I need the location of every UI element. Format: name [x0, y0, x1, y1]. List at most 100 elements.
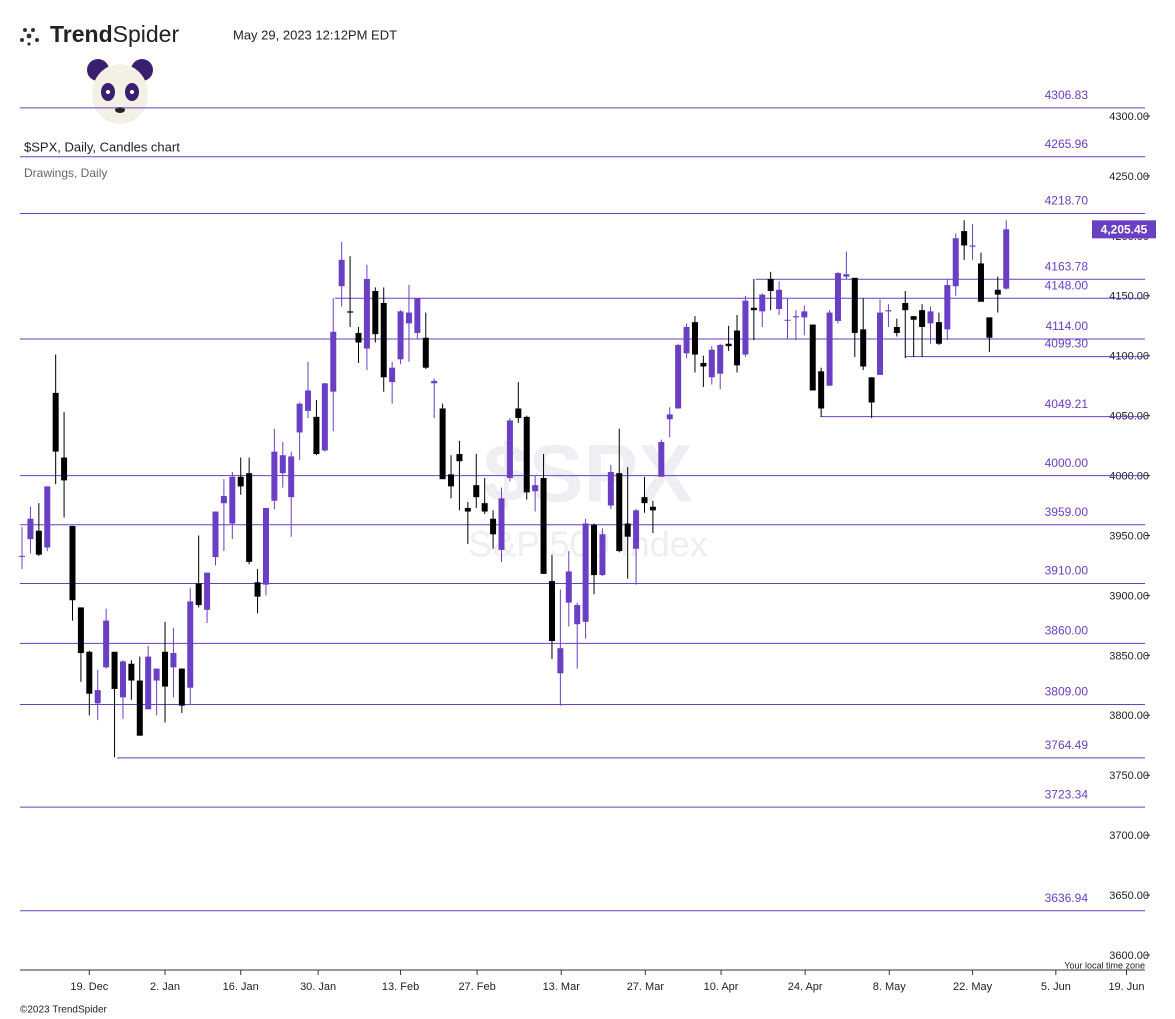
- level-label: 4114.00: [1046, 319, 1089, 333]
- candle-body: [893, 326, 900, 333]
- candle-body: [919, 310, 926, 327]
- candle-body: [187, 601, 194, 688]
- level-label: 3860.00: [1045, 624, 1089, 638]
- x-tick-label: 22. May: [953, 981, 993, 993]
- candle-body: [506, 420, 513, 478]
- candle-body: [456, 454, 463, 462]
- last-price-label: 4,205.45: [1101, 223, 1148, 237]
- candle-body: [321, 383, 328, 451]
- candle-body: [759, 294, 766, 312]
- candle-body: [145, 656, 152, 710]
- y-tick-label: 4250.00: [1109, 171, 1149, 183]
- y-tick-label: 3950.00: [1109, 530, 1149, 542]
- candle-body: [128, 663, 135, 681]
- x-tick-label: 27. Feb: [458, 981, 495, 993]
- candle-body: [27, 518, 34, 540]
- timezone-note: Your local time zone: [1064, 960, 1145, 970]
- level-label: 3959.00: [1045, 505, 1089, 519]
- chart-subtitle: Drawings, Daily: [24, 166, 107, 180]
- y-tick-label: 3600.00: [1109, 950, 1149, 962]
- candle-body: [431, 380, 438, 384]
- candle-body: [237, 476, 244, 487]
- candle-body: [750, 307, 757, 311]
- candle-body: [473, 485, 480, 498]
- candle-body: [717, 344, 724, 374]
- candle-body: [380, 302, 387, 378]
- candle-body: [111, 651, 118, 689]
- candle-body: [330, 331, 337, 392]
- candle-body: [195, 583, 202, 606]
- x-tick-label: 27. Mar: [627, 981, 665, 993]
- candle-body: [288, 456, 295, 498]
- y-tick-label: 3650.00: [1109, 890, 1149, 902]
- candle-body: [498, 498, 505, 550]
- candle-body: [633, 510, 640, 549]
- candle-body: [548, 581, 555, 641]
- candle-body: [246, 473, 253, 562]
- candle-body: [994, 289, 1001, 295]
- candle-body: [767, 279, 774, 292]
- x-tick-label: 19. Jun: [1108, 981, 1144, 993]
- candle-body: [624, 523, 631, 537]
- y-tick-label: 3700.00: [1109, 830, 1149, 842]
- candle-body: [885, 310, 892, 312]
- brand-name: TrendSpider: [50, 21, 179, 47]
- candle-body: [784, 319, 791, 321]
- candle-body: [675, 344, 682, 409]
- y-tick-label: 4000.00: [1109, 470, 1149, 482]
- candle-body: [52, 392, 59, 452]
- candle-body: [271, 451, 278, 501]
- x-tick-label: 10. Apr: [704, 981, 739, 993]
- candle-body: [977, 263, 984, 302]
- candle-body: [515, 408, 522, 419]
- y-tick-label: 3900.00: [1109, 590, 1149, 602]
- candle-body: [969, 245, 976, 247]
- candle-body: [439, 408, 446, 480]
- candle-body: [77, 607, 84, 653]
- candle-body: [262, 507, 269, 585]
- candle-body: [481, 503, 488, 512]
- candle-body: [162, 651, 169, 687]
- candle-body: [574, 605, 581, 625]
- candle-body: [818, 371, 825, 409]
- candle-body: [944, 285, 951, 330]
- candle-body: [279, 455, 286, 474]
- candle-body: [532, 485, 539, 492]
- candle-body: [826, 312, 833, 386]
- level-label: 4306.83: [1045, 88, 1089, 102]
- candle-body: [986, 317, 993, 338]
- candle-body: [229, 476, 236, 524]
- candle-body: [961, 231, 968, 246]
- x-tick-label: 16. Jan: [223, 981, 259, 993]
- candle-body: [296, 403, 303, 433]
- y-tick-label: 3850.00: [1109, 650, 1149, 662]
- candle-body: [363, 279, 370, 349]
- level-label: 3809.00: [1045, 685, 1089, 699]
- candle-body: [313, 416, 320, 455]
- candle-body: [649, 506, 656, 511]
- candle-body: [220, 495, 227, 504]
- brand-logo-icon: [20, 28, 39, 46]
- candle-body: [103, 620, 110, 668]
- x-tick-label: 5. Jun: [1041, 981, 1071, 993]
- candle-body: [119, 661, 126, 698]
- candle-body: [557, 648, 564, 674]
- x-tick-label: 19. Dec: [70, 981, 108, 993]
- level-label: 4099.30: [1045, 337, 1089, 351]
- level-label: 4148.00: [1045, 278, 1089, 292]
- level-label: 3764.49: [1045, 738, 1089, 752]
- level-label: 3723.34: [1045, 787, 1089, 801]
- candle-body: [725, 343, 732, 347]
- candle-body: [405, 312, 412, 324]
- candle-body: [448, 474, 455, 487]
- candle-body: [1003, 229, 1010, 289]
- candle-body: [136, 680, 143, 736]
- candle-body: [599, 534, 606, 576]
- level-label: 3910.00: [1045, 564, 1089, 578]
- candle-body: [952, 238, 959, 287]
- y-tick-label: 3800.00: [1109, 710, 1149, 722]
- level-label: 4265.96: [1045, 137, 1089, 151]
- candle-body: [19, 555, 26, 557]
